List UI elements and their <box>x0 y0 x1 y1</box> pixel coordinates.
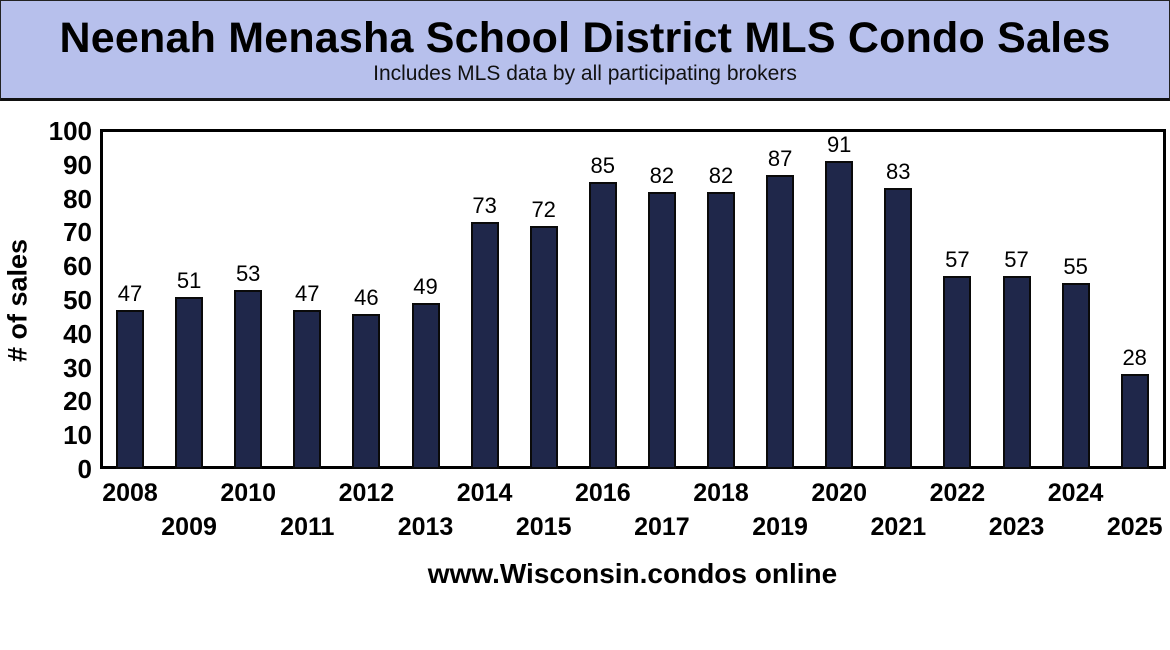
x-axis-source-label: www.Wisconsin.condos online <box>427 558 838 589</box>
x-tick-label: 2015 <box>515 513 572 541</box>
x-tick-label: 2014 <box>456 479 513 507</box>
y-tick-label: 50 <box>63 285 92 315</box>
bar-2020 <box>825 161 854 469</box>
x-tick-label: 2025 <box>1106 513 1163 541</box>
bar-value-label: 57 <box>1004 247 1029 273</box>
bar-2019 <box>766 174 795 469</box>
bar-2015 <box>529 225 558 469</box>
y-tick-label: 80 <box>63 183 92 214</box>
bar-value-label: 49 <box>413 274 438 300</box>
x-tick-label: 2024 <box>1047 479 1104 507</box>
x-tick-label: 2018 <box>693 479 749 507</box>
x-tick-label: 2022 <box>929 479 986 507</box>
bar-2009 <box>175 296 204 469</box>
bar-value-label: 82 <box>708 162 734 188</box>
x-tick-label: 2021 <box>870 513 927 541</box>
bar-2011 <box>293 310 322 469</box>
y-tick-label: 70 <box>63 217 92 248</box>
x-tick-label: 2012 <box>338 479 395 507</box>
bar-value-label: 47 <box>295 281 320 307</box>
x-tick-label: 2013 <box>397 513 454 541</box>
bar-value-label: 51 <box>176 267 202 293</box>
bar-value-label: 57 <box>945 247 970 273</box>
bar-value-label: 91 <box>826 132 852 158</box>
bar-value-label: 28 <box>1122 345 1147 371</box>
y-tick-label: 90 <box>63 149 92 180</box>
bar-value-label: 47 <box>117 281 143 307</box>
bar-2010 <box>234 289 263 469</box>
bar-2008 <box>116 310 144 469</box>
y-tick-label: 0 <box>77 454 92 484</box>
x-tick-label: 2011 <box>280 513 335 541</box>
x-tick-label: 2020 <box>811 479 867 507</box>
y-tick-label: 10 <box>63 420 92 451</box>
y-tick-label: 100 <box>48 116 92 146</box>
bar-2025 <box>1120 374 1149 469</box>
chart-title: Neenah Menasha School District MLS Condo… <box>59 14 1111 62</box>
chart-header <box>0 0 1170 101</box>
y-tick-label: 60 <box>63 251 92 282</box>
y-tick-label: 30 <box>63 352 92 383</box>
plot-area <box>100 129 1166 469</box>
bar-2014 <box>470 222 499 469</box>
bar-value-label: 73 <box>472 193 497 219</box>
bar-value-label: 46 <box>354 284 379 310</box>
x-tick-label: 2023 <box>988 513 1045 541</box>
bar-2023 <box>1002 276 1031 469</box>
x-tick-label: 2010 <box>220 479 276 507</box>
x-tick-label: 2016 <box>574 479 631 507</box>
x-tick-label: 2017 <box>634 513 690 541</box>
bar-value-label: 72 <box>531 196 556 222</box>
bar-2022 <box>943 276 972 469</box>
bar-2012 <box>352 313 381 469</box>
y-tick-label: 20 <box>63 386 92 417</box>
bar-2018 <box>707 191 735 469</box>
bar-value-label: 85 <box>590 152 616 178</box>
y-tick-label: 40 <box>63 318 92 349</box>
bar-value-label: 87 <box>767 145 793 171</box>
bar-2013 <box>411 303 440 469</box>
x-tick-label: 2008 <box>102 479 158 507</box>
bar-2017 <box>647 191 676 469</box>
bar-2024 <box>1061 283 1090 469</box>
x-tick-label: 2019 <box>752 513 808 541</box>
bar-2021 <box>884 188 913 469</box>
bar-value-label: 82 <box>649 162 675 188</box>
bar-2016 <box>588 181 617 469</box>
bar-value-label: 55 <box>1063 254 1088 280</box>
bar-value-label: 83 <box>886 159 911 185</box>
bar-value-label: 53 <box>235 260 261 286</box>
chart-subtitle: Includes MLS data by all participating b… <box>373 62 797 85</box>
x-tick-label: 2009 <box>161 513 217 541</box>
